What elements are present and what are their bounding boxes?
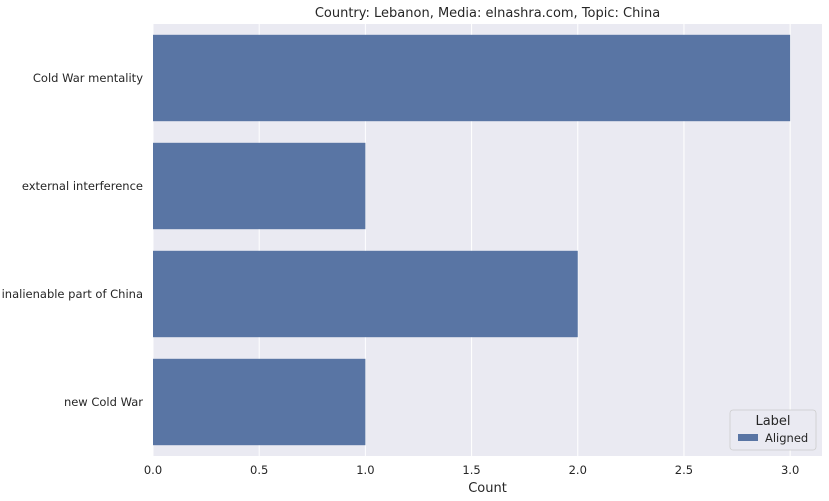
x-tick-label: 1.0 (356, 463, 374, 477)
x-axis-label: Count (468, 481, 507, 496)
x-tick-label: 0.0 (144, 463, 162, 477)
legend: Label Aligned (729, 409, 817, 451)
bars (153, 34, 791, 446)
y-tick-label: new Cold War (64, 395, 143, 409)
bar (153, 358, 366, 446)
y-tick-label: inalienable part of China (2, 287, 143, 301)
bar (153, 34, 791, 122)
x-tick-label: 0.5 (250, 463, 268, 477)
bar (153, 142, 366, 230)
chart-title: Country: Lebanon, Media: elnashra.com, T… (315, 6, 660, 21)
y-tick-label: external interference (22, 179, 143, 193)
legend-label: Aligned (765, 431, 808, 445)
x-tick-label: 3.0 (781, 463, 799, 477)
y-tick-label: Cold War mentality (33, 71, 143, 85)
x-tick-label: 1.5 (462, 463, 480, 477)
bar (153, 250, 578, 338)
legend-title: Label (755, 414, 790, 429)
x-tick-label: 2.0 (569, 463, 587, 477)
legend-swatch (738, 434, 758, 441)
axis-ticks: 0.0 0.5 1.0 1.5 2.0 2.5 3.0 Cold War mentality e… (2, 71, 800, 477)
x-tick-label: 2.5 (675, 463, 693, 477)
